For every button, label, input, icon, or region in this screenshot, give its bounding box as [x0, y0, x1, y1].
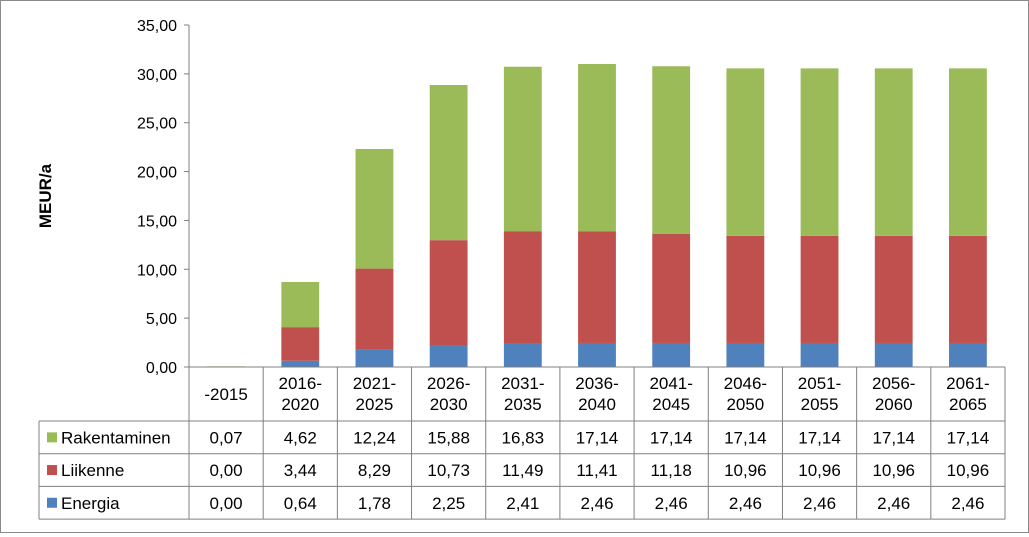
y-tick-label: 0,00 [146, 360, 177, 377]
bar-liikenne-4 [503, 231, 542, 344]
bar-rakentaminen-8 [800, 68, 839, 236]
data-label: 17,14 [947, 428, 990, 447]
y-tick-label: 10,00 [137, 262, 177, 279]
x-tick-label: 2026-2030 [427, 374, 470, 414]
data-label: 10,96 [724, 461, 767, 480]
data-label: 2,46 [877, 494, 910, 513]
bar-energia-1 [281, 360, 320, 367]
y-tick-label: 20,00 [137, 165, 177, 182]
bar-energia-8 [800, 342, 839, 367]
data-label: 10,96 [947, 461, 990, 480]
bar-energia-9 [874, 342, 913, 367]
data-label: 2,46 [803, 494, 836, 513]
bar-rakentaminen-4 [503, 66, 542, 232]
data-label: 10,73 [427, 461, 470, 480]
y-tick-label: 15,00 [137, 213, 177, 230]
data-label: 4,62 [284, 428, 317, 447]
bar-rakentaminen-5 [578, 63, 616, 232]
data-label: 17,14 [724, 428, 767, 447]
bar-liikenne-2 [355, 268, 394, 350]
bar-liikenne-5 [578, 231, 616, 343]
x-tick-label: 2016-2020 [279, 374, 322, 414]
data-label: 2,46 [580, 494, 613, 513]
data-label: 3,44 [284, 461, 317, 480]
bar-rakentaminen-7 [726, 68, 765, 236]
bar-liikenne-9 [874, 235, 913, 343]
data-label: 0,64 [284, 494, 317, 513]
data-label: 15,88 [427, 428, 470, 447]
bar-rakentaminen-2 [355, 148, 394, 269]
x-tick-label: -2015 [204, 385, 247, 404]
data-label: 17,14 [872, 428, 915, 447]
data-label: 2,25 [432, 494, 465, 513]
data-label: 0,00 [210, 494, 243, 513]
x-tick-label: 2021-2025 [353, 374, 396, 414]
legend-label: Rakentaminen [61, 428, 171, 447]
data-label: 0,07 [210, 428, 243, 447]
data-label: 1,78 [358, 494, 391, 513]
data-label: 0,00 [210, 461, 243, 480]
bar-liikenne-3 [429, 240, 468, 346]
x-tick-label: 2046-2050 [724, 374, 767, 414]
y-axis-title: MEUR/a [36, 163, 55, 228]
legend-label: Energia [61, 494, 120, 513]
x-tick-label: 2061-2065 [946, 374, 989, 414]
data-label: 8,29 [358, 461, 391, 480]
data-label: 16,83 [502, 428, 545, 447]
x-tick-label: 2031-2035 [501, 374, 544, 414]
data-label: 17,14 [798, 428, 841, 447]
bar-energia-4 [503, 343, 542, 367]
data-label: 2,46 [951, 494, 984, 513]
data-label: 12,24 [353, 428, 396, 447]
bar-energia-5 [578, 342, 616, 367]
bar-energia-3 [429, 345, 468, 367]
data-label: 2,41 [506, 494, 539, 513]
bar-rakentaminen-3 [429, 84, 468, 241]
legend-key-liikenne [47, 465, 57, 476]
bar-energia-7 [726, 342, 765, 367]
data-label: 17,14 [576, 428, 619, 447]
legend-label: Liikenne [61, 461, 124, 480]
bar-rakentaminen-9 [874, 68, 913, 236]
bar-rakentaminen-6 [652, 66, 691, 234]
bar-rakentaminen-1 [281, 281, 320, 328]
y-tick-label: 25,00 [137, 116, 177, 133]
x-tick-label: 2051-2055 [798, 374, 841, 414]
bar-energia-10 [948, 342, 987, 367]
y-tick-label: 30,00 [137, 67, 177, 84]
bar-liikenne-6 [652, 233, 691, 343]
x-tick-label: 2056-2060 [872, 374, 915, 414]
bar-rakentaminen-10 [948, 68, 987, 236]
bar-liikenne-7 [726, 235, 765, 343]
data-label: 11,41 [576, 461, 617, 480]
data-label: 2,46 [655, 494, 688, 513]
bar-energia-2 [355, 349, 394, 367]
bar-liikenne-1 [281, 327, 320, 361]
data-label: 10,96 [872, 461, 915, 480]
legend-key-rakentaminen [47, 432, 57, 443]
bar-liikenne-10 [948, 235, 987, 343]
x-tick-label: 2041-2045 [649, 374, 692, 414]
legend-key-energia [47, 497, 57, 508]
data-label: 17,14 [650, 428, 693, 447]
bar-liikenne-8 [800, 235, 839, 343]
bar-energia-6 [652, 342, 691, 367]
data-label: 2,46 [729, 494, 762, 513]
x-tick-label: 2036-2040 [575, 374, 618, 414]
data-label: 11,18 [651, 461, 692, 480]
data-label: 11,49 [502, 461, 543, 480]
y-tick-label: 5,00 [146, 311, 177, 328]
data-label: 10,96 [798, 461, 841, 480]
y-tick-label: 35,00 [137, 18, 177, 35]
